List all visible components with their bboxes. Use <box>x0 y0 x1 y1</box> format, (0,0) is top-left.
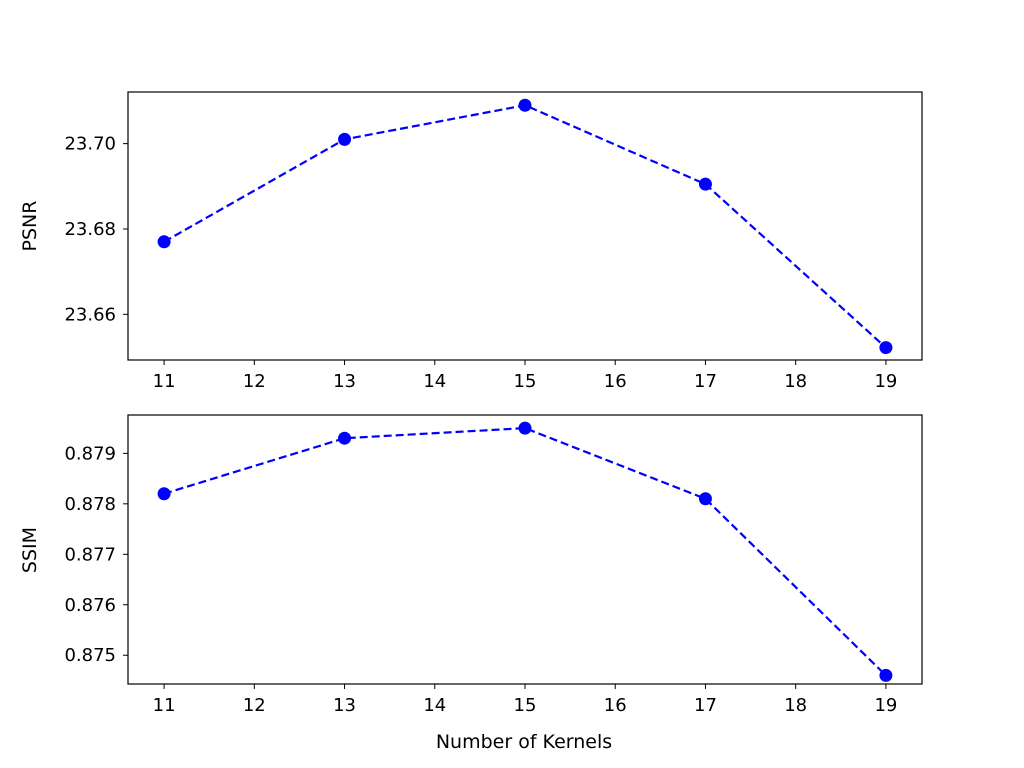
ssim-x-tick-label: 12 <box>243 695 266 716</box>
psnr-x-tick-label: 16 <box>604 371 627 392</box>
ssim-series-line <box>163 427 887 677</box>
ssim-x-tick-label: 11 <box>153 695 176 716</box>
psnr-y-tick-label: 23.66 <box>64 304 116 325</box>
psnr-x-tick-label: 15 <box>514 371 537 392</box>
ssim-x-tick-label: 19 <box>874 695 897 716</box>
psnr-x-tick-label: 17 <box>694 371 717 392</box>
psnr-y-tick-label: 23.68 <box>64 219 116 240</box>
psnr-y-axis-label: PSNR <box>19 201 41 252</box>
psnr-data-point <box>698 177 712 191</box>
ssim-data-point <box>698 492 712 506</box>
ssim-data-point <box>879 668 893 682</box>
ssim-y-tick-label: 0.877 <box>64 544 116 565</box>
psnr-y-tick-label: 23.70 <box>64 134 116 155</box>
ssim-y-tick-label: 0.879 <box>64 443 116 464</box>
ssim-panel: SSIM Number of Kernels 11 12 13 14 15 16 17 18 1… <box>19 414 923 753</box>
psnr-panel: PSNR 11 12 13 14 15 16 17 18 19 23.66 23.68 23.70 <box>19 91 923 392</box>
psnr-data-point <box>518 98 532 112</box>
ssim-x-tick-label: 17 <box>694 695 717 716</box>
ssim-x-tick-label: 16 <box>604 695 627 716</box>
psnr-data-point <box>157 235 171 249</box>
psnr-x-tick-label: 11 <box>153 371 176 392</box>
ssim-y-tick-label: 0.875 <box>64 645 116 666</box>
psnr-x-tick-label: 14 <box>423 371 446 392</box>
ssim-data-point <box>518 421 532 435</box>
ssim-data-point <box>157 487 171 501</box>
psnr-x-tick-label: 13 <box>333 371 356 392</box>
ssim-data-point <box>338 431 352 445</box>
psnr-data-point <box>338 132 352 146</box>
ssim-x-tick-label: 18 <box>784 695 807 716</box>
psnr-x-tick-label: 19 <box>874 371 897 392</box>
ssim-x-tick-label: 14 <box>423 695 446 716</box>
psnr-data-point <box>879 341 893 355</box>
ssim-x-tick-label: 15 <box>514 695 537 716</box>
ssim-y-tick-label: 0.878 <box>64 494 116 515</box>
ssim-y-axis-label: SSIM <box>19 527 41 573</box>
ssim-x-axis-label: Number of Kernels <box>436 731 612 753</box>
psnr-x-tick-label: 18 <box>784 371 807 392</box>
ssim-x-tick-label: 13 <box>333 695 356 716</box>
ssim-y-tick-label: 0.876 <box>64 595 116 616</box>
psnr-x-tick-label: 12 <box>243 371 266 392</box>
